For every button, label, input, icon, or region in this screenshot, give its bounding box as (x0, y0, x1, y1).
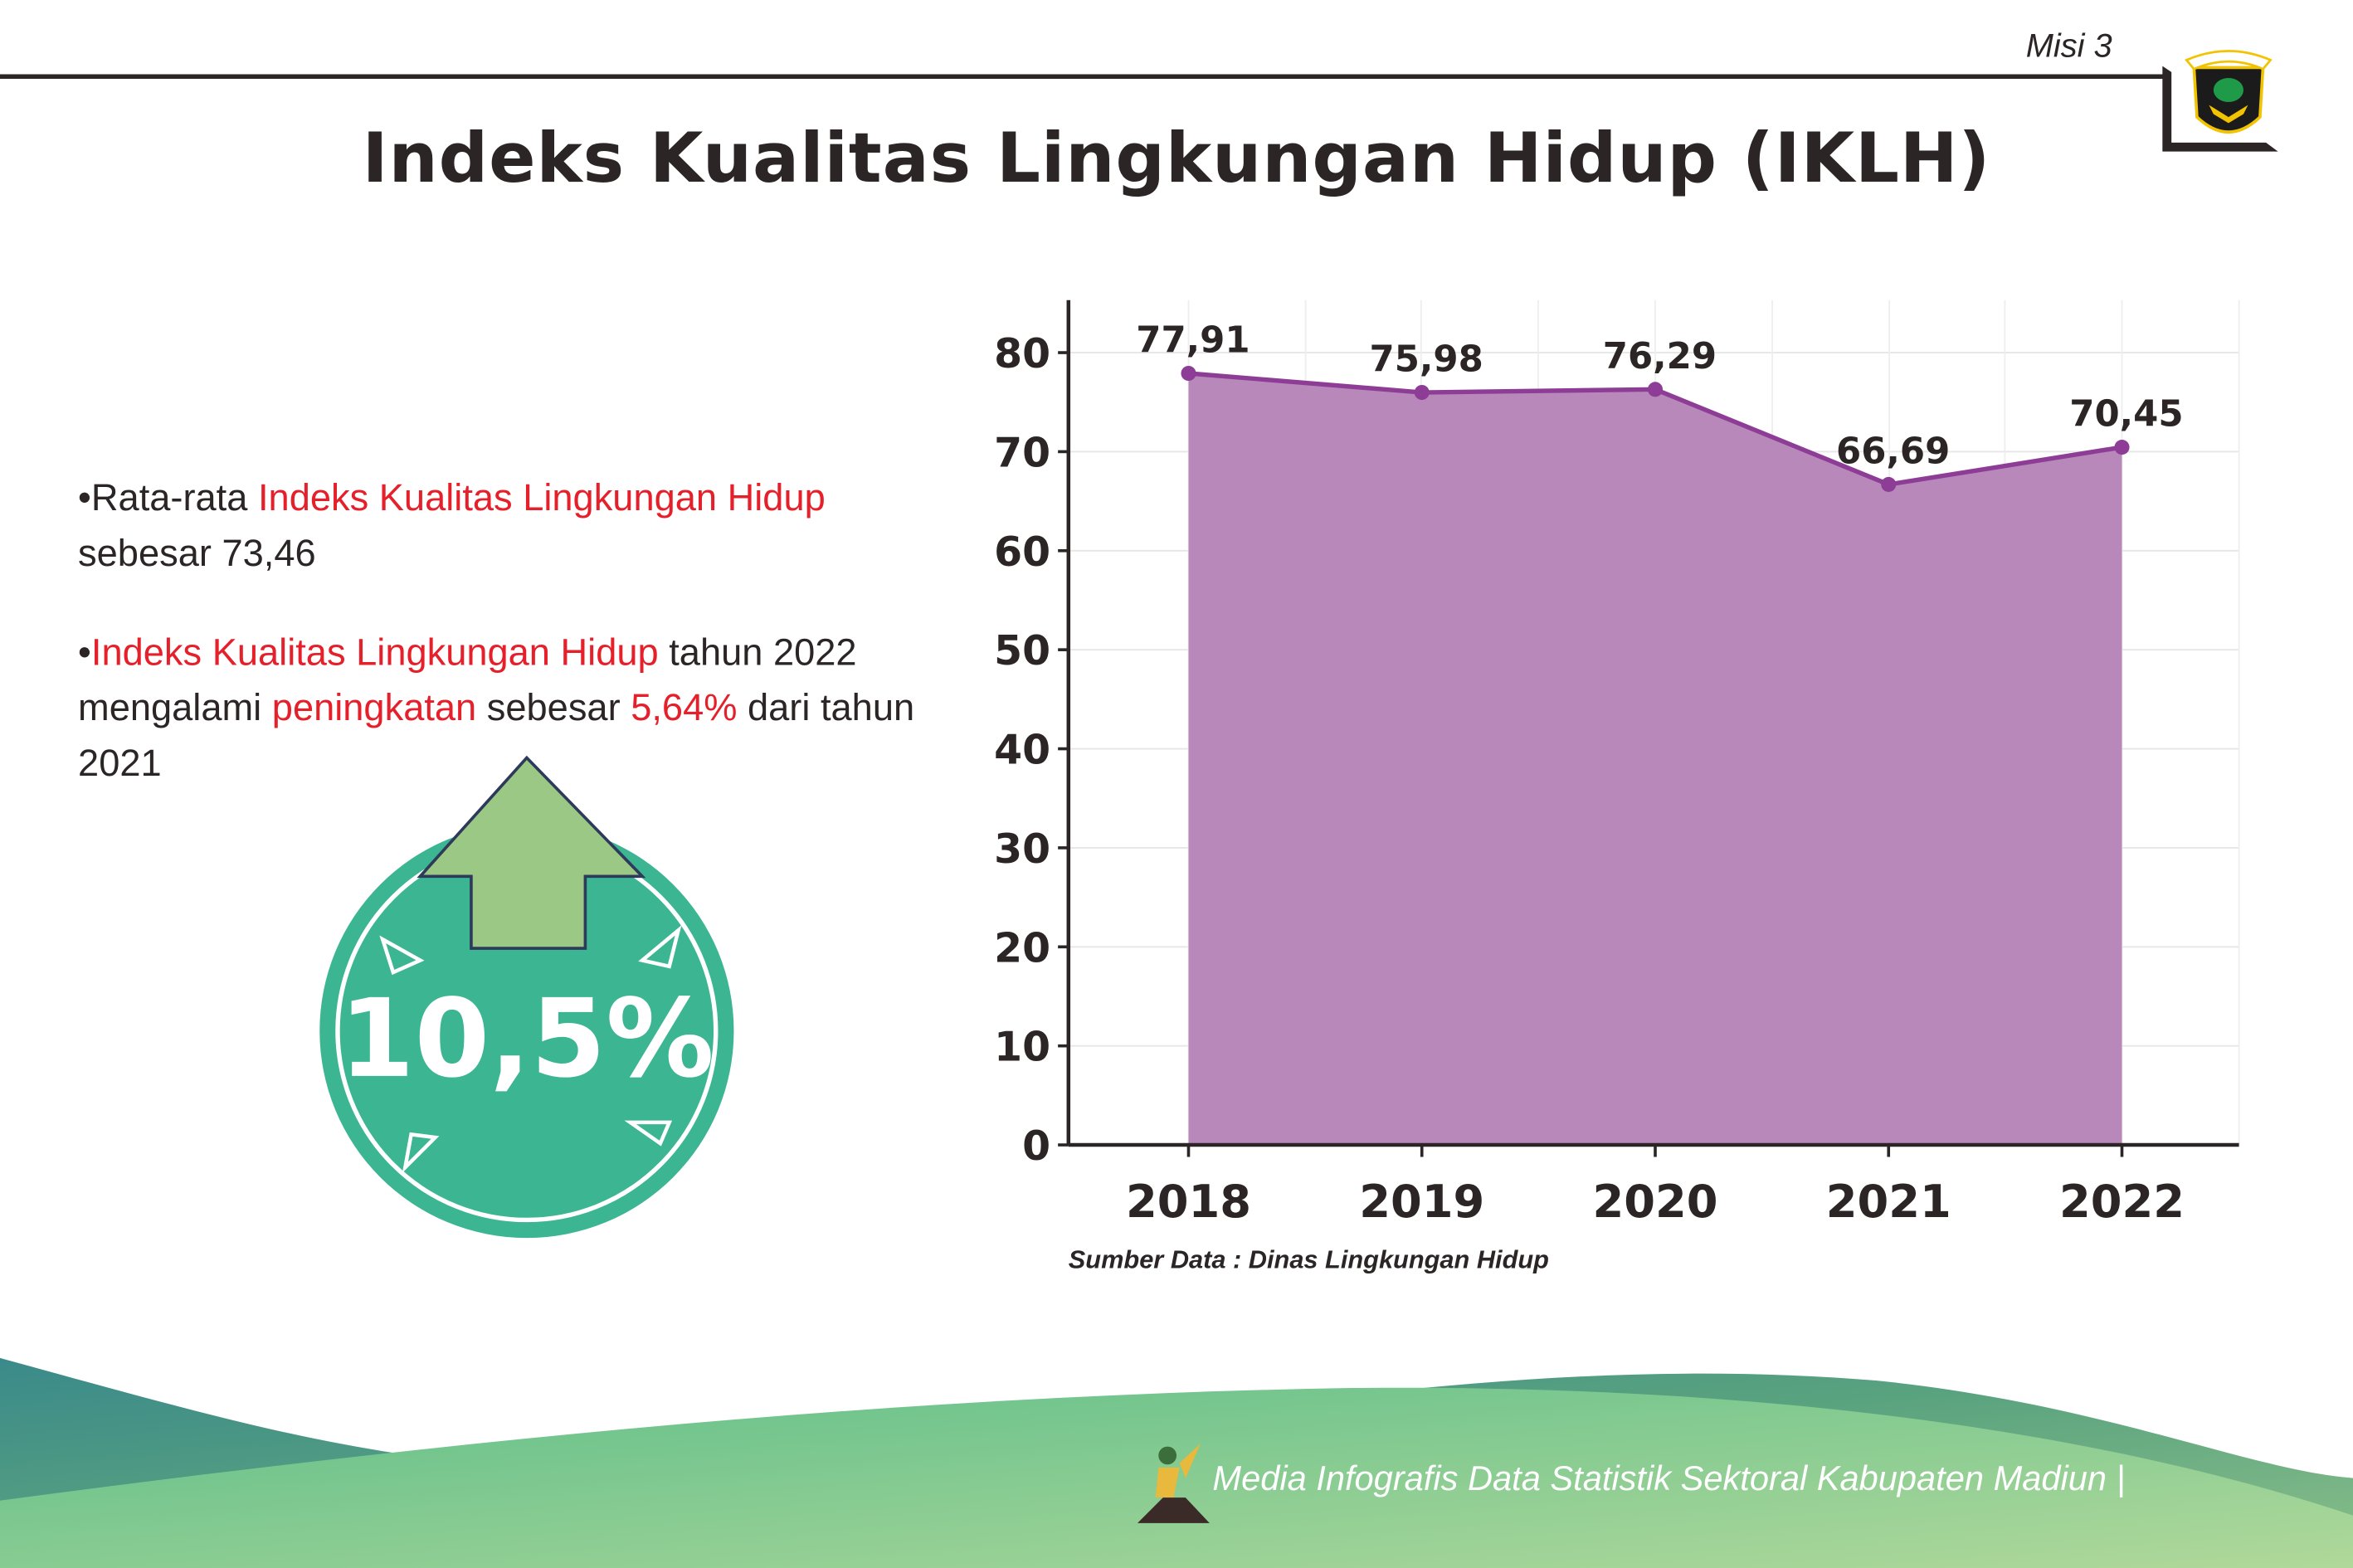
x-tick-label: 2022 (2059, 1176, 2185, 1228)
percent-badge (319, 755, 734, 1239)
bullet-increase: •Indeks Kualitas Lingkungan Hidup tahun … (78, 631, 915, 785)
x-tick-label: 2020 (1592, 1176, 1717, 1228)
data-label: 70,45 (2069, 394, 2183, 436)
data-point (1647, 382, 1664, 397)
data-label: 77,91 (1136, 320, 1250, 362)
y-tick-label: 40 (994, 727, 1050, 774)
y-tick-label: 10 (994, 1024, 1050, 1071)
data-point (2114, 440, 2130, 455)
mission-label: Misi 3 (2025, 27, 2112, 65)
y-tick-label: 50 (994, 627, 1050, 674)
data-point (1181, 365, 1196, 382)
page-title: Indeks Kualitas Lingkungan Hidup (IKLH) (362, 117, 1991, 198)
y-tick-label: 70 (994, 430, 1050, 477)
up-arrow-icon (417, 755, 646, 950)
source-note: Sumber Data : Dinas Lingkungan Hidup (1068, 1245, 1549, 1274)
corner-bracket (2162, 66, 2278, 152)
area-fill (1188, 373, 2122, 1146)
x-tick-label: 2019 (1359, 1176, 1484, 1228)
y-tick-label: 0 (1022, 1122, 1050, 1170)
data-label: 76,29 (1603, 336, 1717, 377)
kabupaten-madiun-logo (2185, 50, 2273, 134)
y-tick-label: 80 (994, 330, 1050, 377)
x-tick-label: 2021 (1826, 1176, 1951, 1228)
x-tick-label: 2018 (1126, 1176, 1251, 1228)
bullet-average: •Rata-rata Indeks Kualitas Lingkungan Hi… (78, 477, 826, 575)
footer-mascot-icon (1137, 1443, 1210, 1523)
footer-text: Media Infografis Data Statistik Sektoral… (1212, 1458, 2126, 1498)
data-point (1881, 476, 1897, 492)
y-tick-label: 60 (994, 528, 1050, 576)
y-tick-label: 30 (994, 825, 1050, 873)
data-label: 66,69 (1836, 431, 1950, 473)
data-label: 75,98 (1370, 339, 1483, 381)
badge-value: 10,5% (339, 975, 714, 1102)
y-tick-label: 20 (994, 924, 1050, 971)
data-point (1414, 384, 1430, 401)
